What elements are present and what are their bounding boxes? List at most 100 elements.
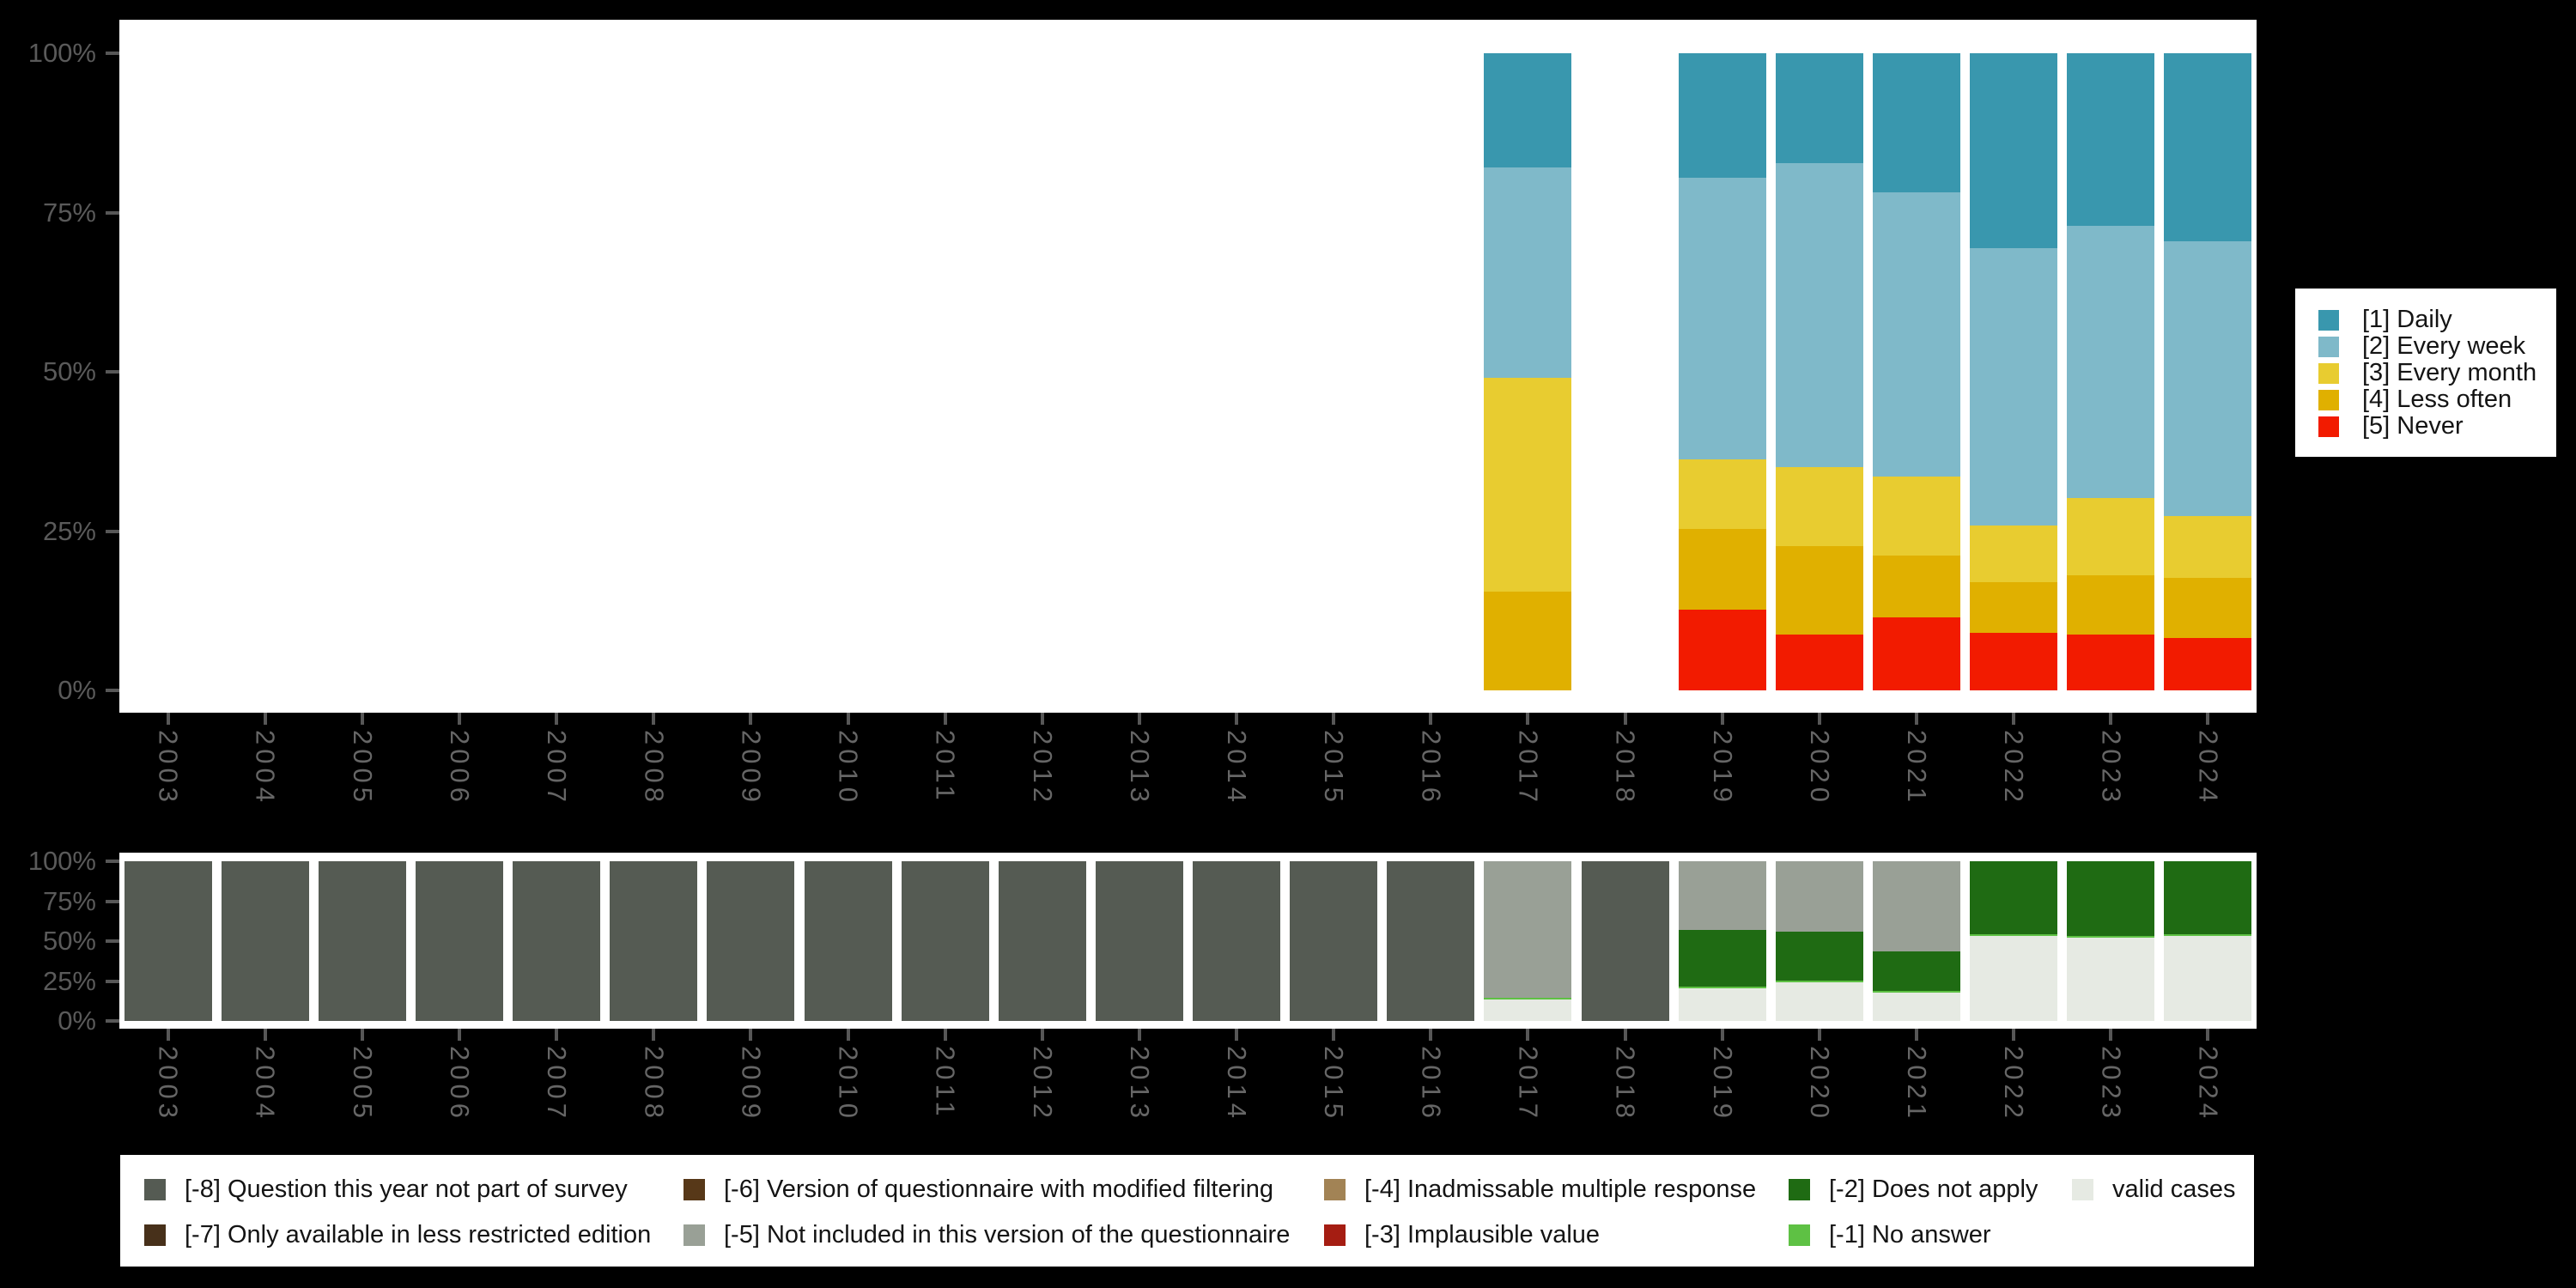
bar-segment [2067, 497, 2155, 575]
bar-segment [2164, 861, 2252, 935]
bar-segment [1484, 861, 1572, 999]
bar-segment [1873, 861, 1961, 952]
bar-segment [1484, 999, 1572, 1021]
y-axis-label: 25% [42, 515, 96, 546]
x-axis-tick [263, 1029, 267, 1041]
y-axis-label: 100% [27, 846, 96, 876]
x-axis-year-label: 2007 [542, 1046, 573, 1122]
x-axis-year-label: 2021 [1902, 730, 1933, 806]
bar-segment [1775, 53, 1863, 164]
x-axis-year-label: 2022 [1999, 1046, 2030, 1122]
legend-item-label: [-8] Question this year not part of surv… [185, 1176, 628, 1203]
legend-swatch [1324, 1179, 1346, 1200]
bar-segment [1095, 861, 1183, 1021]
x-axis-year-label: 2023 [2096, 730, 2127, 806]
bar-segment [1484, 377, 1572, 592]
legend-item: [-6] Version of questionnaire with modif… [683, 1176, 1273, 1203]
x-axis-year-label: 2016 [1416, 1046, 1447, 1122]
x-axis-tick [1526, 713, 1530, 725]
x-axis-tick [2109, 713, 2113, 725]
x-axis-year-label: 2011 [930, 730, 961, 805]
bar-segment [2067, 937, 2155, 1021]
legend-swatch [1789, 1224, 1810, 1246]
legend-item-label: [2] Every week [2362, 332, 2526, 360]
bar-segment [2164, 53, 2252, 241]
bar-segment [610, 861, 698, 1021]
legend-swatch [2318, 362, 2339, 384]
legend-swatch [683, 1179, 705, 1200]
legend-swatch [2318, 416, 2339, 437]
x-axis-tick [1332, 713, 1336, 725]
x-axis-tick [1040, 713, 1044, 725]
x-axis-tick [555, 713, 559, 725]
x-axis-tick [1137, 1029, 1141, 1041]
bar-segment [415, 861, 503, 1021]
x-axis-tick [943, 713, 947, 725]
bar-segment [1775, 545, 1863, 635]
x-axis-year-label: 2005 [347, 730, 378, 806]
legend-item: [4] Less often [2318, 386, 2512, 413]
x-axis-tick [1137, 713, 1141, 725]
bar-segment [1775, 466, 1863, 546]
x-axis-tick [1623, 1029, 1627, 1041]
bar-segment [1970, 525, 2058, 582]
bar-segment [1678, 861, 1766, 930]
legend-item: [-1] No answer [1789, 1221, 1991, 1249]
legend-swatch [144, 1224, 166, 1246]
x-axis-year-label: 2021 [1902, 1046, 1933, 1122]
bar-segment [1678, 987, 1766, 989]
legend-swatch [2318, 336, 2339, 357]
x-axis-tick [1720, 1029, 1724, 1041]
legend-item-label: [5] Never [2362, 412, 2464, 440]
x-axis-tick [2012, 1029, 2016, 1041]
legend-item-label: [-1] No answer [1829, 1221, 1991, 1249]
y-axis-label: 100% [27, 38, 96, 68]
x-axis-year-label: 2022 [1999, 730, 2030, 806]
bar-segment [1484, 53, 1572, 167]
bar-segment [1970, 861, 2058, 935]
legend-item: [-5] Not included in this version of the… [683, 1221, 1290, 1249]
x-axis-year-label: 2013 [1124, 1046, 1155, 1122]
bar-segment [1873, 555, 1961, 618]
x-axis-tick [2012, 713, 2016, 725]
bar-segment [2067, 574, 2155, 635]
y-axis-label: 75% [42, 197, 96, 228]
frequency-plot-area [119, 53, 2257, 690]
bar-segment [1581, 861, 1669, 1021]
x-axis-tick [943, 1029, 947, 1041]
x-axis-tick [1040, 1029, 1044, 1041]
bar-segment [707, 861, 795, 1021]
x-axis-tick [652, 1029, 656, 1041]
bar-segment [2164, 638, 2252, 690]
legend-item-label: [-3] Implausible value [1364, 1221, 1601, 1249]
x-axis-year-label: 2003 [153, 730, 184, 806]
x-axis-tick [1429, 1029, 1433, 1041]
x-axis-tick [749, 1029, 753, 1041]
legend-item: [3] Every month [2318, 359, 2537, 386]
bar-segment [1970, 581, 2058, 634]
x-axis-tick [846, 1029, 850, 1041]
x-axis-year-label: 2019 [1707, 1046, 1738, 1122]
bar-segment [2164, 935, 2252, 1021]
y-axis-label: 0% [58, 1005, 96, 1036]
legend-swatch [1789, 1179, 1810, 1200]
legend-item: [-4] Inadmissable multiple response [1324, 1176, 1756, 1203]
x-axis-tick [457, 1029, 461, 1041]
legend-item: [2] Every week [2318, 332, 2525, 360]
x-axis-year-label: 2008 [639, 1046, 670, 1122]
bar-segment [1290, 861, 1378, 1021]
bar-segment [1193, 861, 1281, 1021]
x-axis-tick [457, 713, 461, 725]
bar-segment [1775, 980, 1863, 982]
legend-item-label: [3] Every month [2362, 359, 2537, 386]
x-axis-year-label: 2024 [2193, 730, 2224, 806]
bar-segment [1678, 177, 1766, 459]
legend-item: [-7] Only available in less restricted e… [144, 1221, 651, 1249]
x-axis-tick [360, 1029, 364, 1041]
x-axis-year-label: 2023 [2096, 1046, 2127, 1122]
x-axis-year-label: 2020 [1804, 1046, 1835, 1122]
x-axis-year-label: 2018 [1610, 1046, 1641, 1122]
bar-segment [221, 861, 309, 1021]
bar-segment [1970, 633, 2058, 690]
bar-segment [2067, 861, 2155, 937]
